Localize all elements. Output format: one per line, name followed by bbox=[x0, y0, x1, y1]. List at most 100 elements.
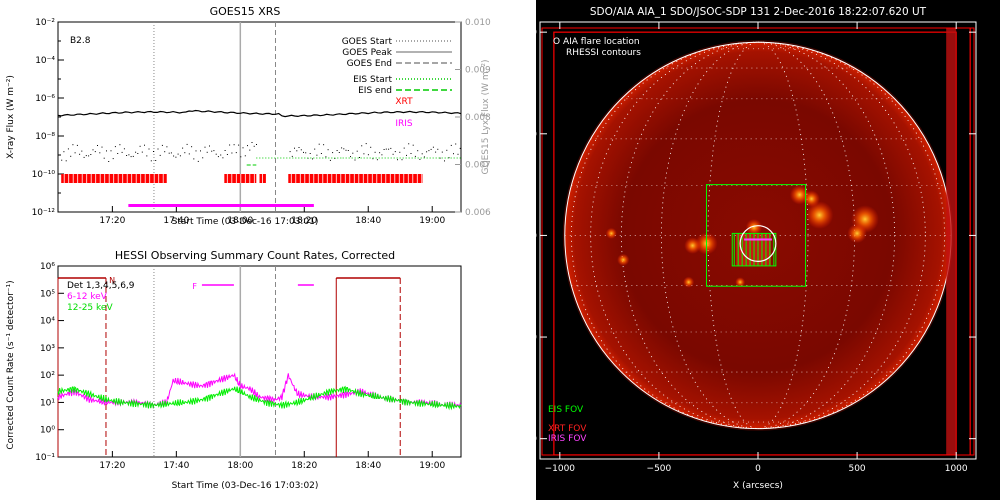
goes-short-point bbox=[220, 154, 222, 156]
aia-xlabel: X (arcsecs) bbox=[733, 481, 783, 491]
goes-short-point bbox=[211, 150, 213, 152]
goes-short-point bbox=[168, 152, 170, 154]
goes-short-point bbox=[117, 153, 119, 154]
goes-short-point bbox=[350, 156, 351, 158]
goes-short-point bbox=[381, 154, 383, 156]
goes-short-point bbox=[296, 150, 298, 152]
goes-short-point bbox=[419, 158, 421, 160]
hessi-xtick-label: 18:20 bbox=[291, 461, 317, 471]
goes-short-point bbox=[182, 147, 184, 149]
goes-short-point bbox=[439, 157, 441, 159]
hessi-axes: 10⁶ 10⁵ 10⁴ 10³ 10² 10¹ 10⁰ 10⁻¹ 17:20 17:40 18:00… bbox=[35, 262, 445, 471]
goes-short-point bbox=[251, 142, 253, 143]
goes-short-point bbox=[314, 148, 316, 150]
hessi-xtick-label: 18:40 bbox=[355, 461, 381, 471]
hessi-night-flag: N bbox=[109, 276, 115, 285]
goes-short-point bbox=[385, 148, 387, 150]
goes-short-point bbox=[365, 143, 367, 145]
goes-short-point bbox=[455, 143, 457, 145]
goes-short-point bbox=[300, 149, 302, 151]
goes-short-point bbox=[354, 159, 356, 161]
goes-short-point bbox=[327, 149, 329, 151]
hessi-panel: HESSI Observing Summary Count Rates, Cor… bbox=[6, 249, 462, 491]
goes-marks bbox=[57, 22, 462, 212]
goes-short-point bbox=[148, 148, 150, 150]
goes-short-point bbox=[289, 151, 291, 153]
aia-legend-flare-location: O AIA flare location bbox=[553, 37, 640, 47]
goes-short-point bbox=[367, 154, 369, 156]
active-region-spot bbox=[735, 277, 746, 288]
goes-short-point bbox=[88, 155, 90, 157]
goes-short-point bbox=[184, 152, 186, 154]
goes-short-point bbox=[325, 156, 327, 158]
hessi-ytick-label: 10⁶ bbox=[40, 262, 55, 272]
goes-short-point bbox=[430, 148, 432, 150]
goes-short-point bbox=[345, 149, 347, 151]
goes-short-point bbox=[401, 159, 403, 161]
goes-short-point bbox=[379, 152, 381, 154]
goes-ytick-label: 10⁻⁶ bbox=[35, 94, 55, 104]
goes-short-point bbox=[242, 147, 244, 149]
goes-short-point bbox=[332, 152, 334, 154]
goes-short-point bbox=[403, 147, 405, 149]
goes-short-point bbox=[195, 150, 197, 152]
goes-short-point bbox=[126, 155, 128, 156]
hessi-ytick-label: 10¹ bbox=[40, 398, 55, 408]
goes-short-point bbox=[177, 153, 179, 155]
goes-short-point bbox=[338, 152, 340, 153]
hessi-marks: NF bbox=[57, 266, 462, 457]
goes-short-point bbox=[320, 153, 322, 154]
goes-short-point bbox=[421, 153, 423, 155]
xrt-interval bbox=[224, 174, 257, 183]
goes-short-point bbox=[406, 154, 407, 156]
goes-short-point bbox=[191, 146, 193, 148]
goes-short-point bbox=[341, 147, 343, 149]
goes-short-point bbox=[318, 143, 320, 145]
goes-short-point bbox=[459, 147, 461, 149]
active-region-spot bbox=[745, 218, 763, 236]
goes-legend-label: GOES Start bbox=[342, 37, 393, 47]
goes-xtick-label: 17:40 bbox=[163, 216, 189, 226]
goes-legend-label: EIS end bbox=[358, 86, 392, 96]
aia-xtick-label: 500 bbox=[848, 464, 865, 474]
goes-y2tick-label: 0.010 bbox=[465, 18, 491, 28]
goes-legend-iris: IRIS bbox=[395, 119, 413, 129]
goes-short-point bbox=[161, 144, 163, 146]
goes-short-point bbox=[119, 144, 121, 146]
goes-short-point bbox=[343, 148, 345, 150]
goes-short-point bbox=[309, 153, 311, 154]
goes-short-point bbox=[157, 148, 159, 150]
goes-ytick-label: 10⁻² bbox=[35, 18, 55, 28]
goes-short-point bbox=[99, 152, 101, 154]
goes-short-point bbox=[417, 150, 419, 152]
xrt-fov-edge bbox=[946, 28, 957, 455]
goes-short-point bbox=[110, 150, 112, 152]
active-region-spot bbox=[803, 190, 820, 208]
hessi-xtick-label: 17:20 bbox=[99, 461, 125, 471]
goes-short-point bbox=[329, 159, 331, 161]
goes-short-point bbox=[94, 151, 96, 153]
goes-short-point bbox=[316, 154, 318, 156]
goes-short-point bbox=[374, 151, 376, 153]
aia-ytick-label: 500 bbox=[520, 130, 537, 140]
hessi-ytick-label: 10⁵ bbox=[40, 289, 55, 299]
goes-class-label: B2.8 bbox=[70, 36, 91, 46]
goes-short-point bbox=[106, 150, 107, 152]
eis-fov-box bbox=[705, 184, 807, 287]
goes-ytick-label: 10⁻⁸ bbox=[35, 132, 55, 142]
goes-short-point bbox=[256, 144, 257, 145]
goes-long-channel bbox=[57, 109, 462, 118]
goes-short-point bbox=[170, 152, 172, 154]
xrt-interval bbox=[288, 174, 423, 183]
goes-short-point bbox=[193, 158, 195, 160]
goes-short-point bbox=[363, 153, 365, 155]
hessi-flare-flag: F bbox=[192, 282, 197, 291]
goes-y2tick-label: 0.006 bbox=[465, 208, 491, 218]
hessi-series-line bbox=[57, 385, 462, 411]
goes-short-point bbox=[426, 151, 428, 153]
hessi-ytick-label: 10⁴ bbox=[40, 317, 55, 327]
goes-short-point bbox=[67, 148, 69, 150]
active-region-spot bbox=[683, 276, 695, 288]
goes-short-point bbox=[448, 157, 450, 159]
